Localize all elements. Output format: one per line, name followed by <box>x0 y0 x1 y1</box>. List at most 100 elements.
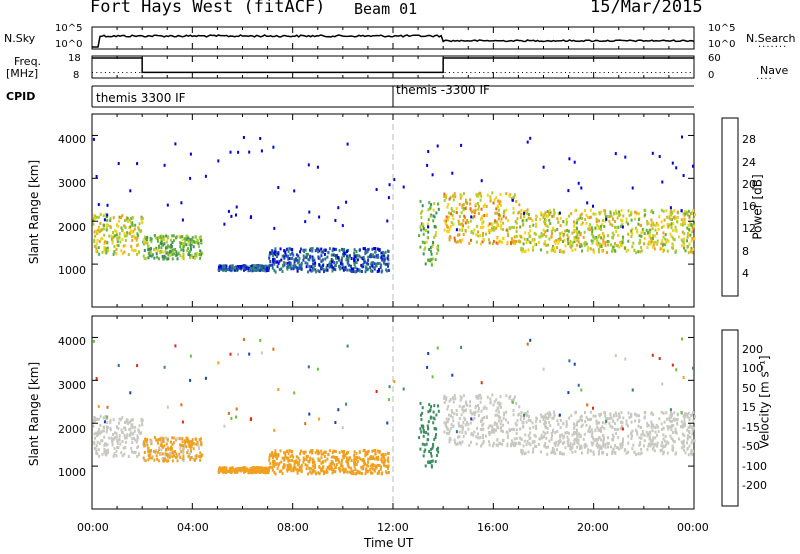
power-point <box>320 250 323 254</box>
velocity-point <box>116 425 118 429</box>
velocity-point <box>489 397 492 401</box>
velocity-point <box>621 427 624 431</box>
velocity-point <box>424 448 427 452</box>
power-point <box>174 248 177 251</box>
velocity-point <box>326 457 329 461</box>
velocity-point <box>379 467 382 471</box>
power-point <box>182 252 185 256</box>
power-point <box>630 218 633 222</box>
velocity-point <box>112 433 114 436</box>
velocity-point <box>667 427 670 431</box>
power-point <box>692 224 695 228</box>
velocity-point <box>691 413 694 417</box>
power-point <box>138 222 141 226</box>
power-point <box>477 212 480 215</box>
power-point <box>264 269 267 273</box>
velocity-point <box>346 456 349 460</box>
power-point <box>433 235 436 239</box>
power-point <box>161 237 164 241</box>
power-point <box>651 245 654 249</box>
power-point <box>271 249 274 253</box>
velocity-point <box>304 450 307 454</box>
nave-dot <box>423 72 425 73</box>
velocity-point <box>670 413 673 417</box>
power-point <box>631 227 634 231</box>
power-point <box>170 244 173 248</box>
power-point <box>690 250 692 254</box>
power-point <box>693 237 696 241</box>
power-point <box>584 241 587 245</box>
velocity-point <box>296 463 299 467</box>
velocity-point <box>683 448 685 452</box>
power-point <box>515 200 518 203</box>
velocity-point <box>139 432 142 436</box>
power-point <box>655 241 658 245</box>
velocity-point <box>505 410 508 414</box>
power-point <box>304 220 307 224</box>
velocity-point <box>600 429 603 433</box>
power-point <box>636 230 639 234</box>
velocity-point <box>344 470 347 473</box>
power-point <box>477 230 479 234</box>
velocity-point <box>128 433 131 437</box>
velocity-point <box>106 450 109 454</box>
power-point <box>604 243 607 247</box>
velocity-point <box>475 435 478 439</box>
power-point <box>460 143 463 147</box>
velocity-point <box>95 451 98 455</box>
power-point <box>652 221 655 225</box>
power-point <box>668 214 671 218</box>
power-point <box>221 267 224 271</box>
velocity-point <box>429 460 432 464</box>
nave-dot <box>233 72 235 73</box>
power-point <box>341 266 344 270</box>
velocity-point <box>635 413 638 417</box>
velocity-point <box>331 471 334 475</box>
power-point <box>233 266 236 270</box>
velocity-point <box>269 454 272 458</box>
nave-dot <box>264 72 265 73</box>
power-point <box>138 250 140 254</box>
velocity-point <box>179 456 182 460</box>
power-point <box>100 228 103 232</box>
velocity-point <box>314 470 317 474</box>
power-point <box>150 254 153 258</box>
power-point <box>580 242 583 246</box>
velocity-point <box>331 462 334 466</box>
velocity-point <box>201 453 204 457</box>
velocity-point <box>521 452 524 456</box>
velocity-point <box>670 419 673 423</box>
power-point <box>540 211 543 215</box>
power-point <box>458 202 461 206</box>
nsky-tick-bottom: 10^0 <box>55 39 83 50</box>
colorbar-tick-label: -15 <box>742 420 760 434</box>
velocity-point <box>125 436 128 440</box>
power-point <box>646 219 649 223</box>
velocity-point <box>433 437 436 441</box>
velocity-point <box>185 436 188 440</box>
power-point <box>658 215 661 219</box>
velocity-point <box>324 459 327 463</box>
power-point <box>513 240 516 244</box>
velocity-point <box>367 460 370 464</box>
power-point <box>647 242 650 246</box>
velocity-point <box>387 398 390 402</box>
power-point <box>144 257 147 261</box>
velocity-point <box>576 434 579 438</box>
power-point <box>331 269 334 273</box>
velocity-point <box>453 412 456 416</box>
velocity-point <box>617 446 620 450</box>
power-point <box>660 208 663 212</box>
power-point <box>386 256 389 260</box>
velocity-point <box>112 418 115 422</box>
power-point <box>579 216 582 220</box>
velocity-point <box>668 418 671 422</box>
power-point <box>499 239 502 243</box>
velocity-point <box>469 421 472 425</box>
power-point <box>644 209 647 213</box>
velocity-point <box>521 421 524 425</box>
power-point <box>162 243 164 247</box>
power-point <box>266 268 269 272</box>
velocity-point <box>98 432 101 436</box>
